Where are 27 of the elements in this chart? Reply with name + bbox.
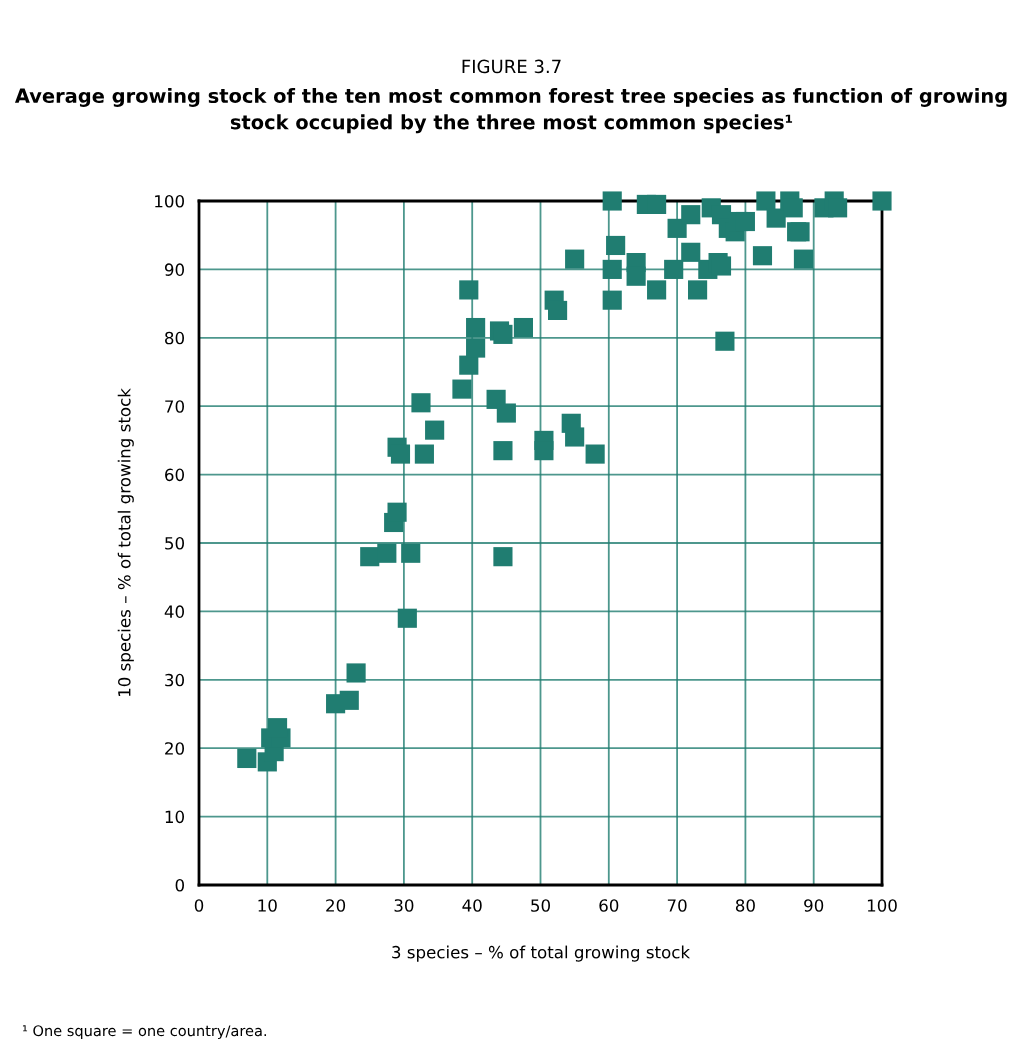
x-tick-label: 0 xyxy=(194,899,204,912)
x-tick-label: 70 xyxy=(667,899,687,912)
y-tick-label: 20 xyxy=(165,742,184,755)
x-tick-label: 80 xyxy=(735,899,755,912)
x-tick-label: 30 xyxy=(394,899,414,912)
chart-subtitle: Average growing stock of the ten most common forest tree species as function of growing stock occupied by the three most common species¹ xyxy=(14,88,1007,134)
y-tick-label: 60 xyxy=(165,468,184,482)
x-tick-label: 40 xyxy=(462,899,482,912)
y-axis-title: 10 species – % of total growing stock xyxy=(117,388,134,697)
y-tick-label: 10 xyxy=(165,810,184,824)
x-tick-label: 50 xyxy=(531,899,550,912)
y-tick-label: 0 xyxy=(175,878,184,892)
chart-title: FIGURE 3.7 xyxy=(462,59,561,74)
y-tick-label: 50 xyxy=(165,536,184,550)
x-tick-label: 90 xyxy=(804,899,824,912)
x-tick-label: 20 xyxy=(326,899,346,912)
y-tick-label: 90 xyxy=(164,263,184,276)
y-tick-label: 80 xyxy=(165,331,184,345)
y-tick-label: 100 xyxy=(155,194,184,208)
y-tick-label: 30 xyxy=(165,673,184,687)
x-tick-label: 100 xyxy=(867,899,897,912)
x-tick-label: 10 xyxy=(258,899,277,912)
y-tick-label: 40 xyxy=(164,605,184,618)
text: ¹ One square = one country/area. xyxy=(22,1025,267,1040)
y-tick-label: 70 xyxy=(165,400,184,413)
x-axis-title: 3 species – % of total growing stock xyxy=(392,945,691,962)
x-tick-label: 60 xyxy=(599,899,619,912)
